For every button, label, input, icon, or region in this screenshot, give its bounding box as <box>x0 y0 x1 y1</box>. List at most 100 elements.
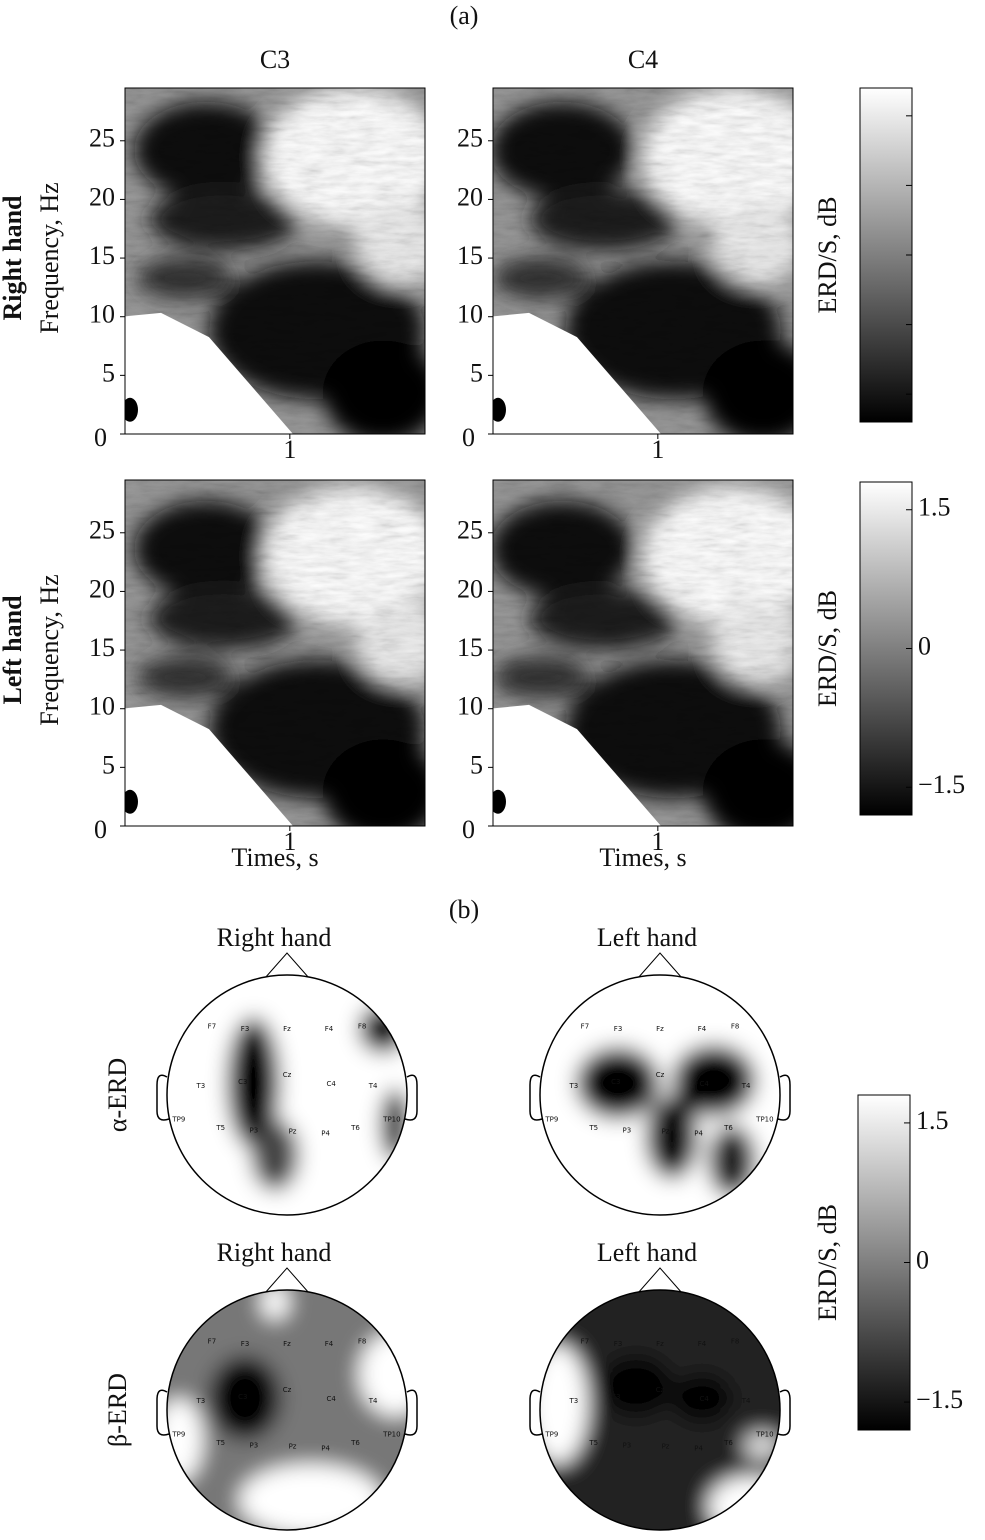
blob <box>708 1125 756 1197</box>
ear <box>404 1389 418 1436</box>
electrode-label: Cz <box>283 1071 292 1079</box>
blob <box>645 1095 699 1179</box>
y-tick-label: 15 <box>89 633 115 662</box>
electrode-label: Fz <box>656 1340 664 1348</box>
baseline-region <box>125 312 293 434</box>
head-outline <box>166 974 408 1216</box>
y-tick-label: 0 <box>94 815 107 844</box>
ear <box>777 1074 791 1121</box>
map-title: Left hand <box>597 1238 697 1267</box>
spectrogram <box>493 480 793 826</box>
electrode-label: T3 <box>196 1082 206 1090</box>
plot-frame <box>124 479 426 827</box>
blob <box>239 1464 383 1530</box>
colorbar-tick-label: −1.5 <box>918 770 965 799</box>
ear <box>777 1389 791 1436</box>
blob <box>167 1398 203 1482</box>
y-tick-label: 5 <box>102 750 115 779</box>
y-tick-label: 5 <box>470 358 483 387</box>
electrode-label: P3 <box>250 1126 259 1134</box>
onset-spot <box>493 789 506 814</box>
electrode-label: C3 <box>238 1393 247 1401</box>
ear <box>156 1389 170 1436</box>
x-tick-label: 1 <box>651 435 664 464</box>
electrode-label: C4 <box>326 1395 336 1403</box>
electrode-label: T4 <box>368 1082 378 1090</box>
nose <box>264 1267 310 1294</box>
electrode-label: C4 <box>699 1080 709 1088</box>
electrode-label: T6 <box>350 1124 360 1132</box>
row-label: α-ERD <box>103 1058 132 1132</box>
electrode-label: P4 <box>694 1445 703 1453</box>
electrode-label: T5 <box>215 1124 225 1132</box>
y-tick-label: 10 <box>89 692 115 721</box>
electrode-label: TP10 <box>755 1430 773 1438</box>
electrode-label: F3 <box>614 1025 622 1033</box>
baseline-region <box>493 704 661 826</box>
x-axis-label: Times, s <box>231 843 318 872</box>
spectrogram <box>125 88 425 434</box>
electrode-label: C3 <box>611 1078 620 1086</box>
y-tick-label: 10 <box>457 692 483 721</box>
column-title: C3 <box>260 45 290 74</box>
y-tick-label: 15 <box>457 241 483 270</box>
electrode-label: Cz <box>656 1071 665 1079</box>
baseline-region <box>125 704 293 826</box>
blob <box>227 1017 280 1149</box>
colorbar-tick-label: 1.5 <box>916 1106 949 1135</box>
blob <box>672 1044 756 1117</box>
electrode-label: Pz <box>289 1442 297 1450</box>
y-tick-label: 0 <box>94 423 107 452</box>
electrode-label: TP10 <box>382 1115 400 1123</box>
blob <box>600 1356 672 1416</box>
plot-frame <box>124 87 426 435</box>
topomap-blobs <box>167 1290 407 1530</box>
ear <box>529 1389 543 1436</box>
blob <box>359 1332 407 1416</box>
electrode-label: P3 <box>623 1441 632 1449</box>
onset-spot <box>125 397 138 422</box>
electrode-label: Pz <box>662 1127 670 1135</box>
electrode-label: TP9 <box>171 1430 185 1438</box>
topomap-blobs <box>540 975 780 1215</box>
ear <box>156 1074 170 1121</box>
topomap <box>167 975 407 1215</box>
map-title: Left hand <box>597 923 697 952</box>
plot-frame <box>492 479 794 827</box>
electrode-label: T3 <box>569 1397 579 1405</box>
panel-label: (b) <box>449 895 479 924</box>
electrode-label: C4 <box>326 1080 336 1088</box>
electrode-label: P4 <box>694 1130 703 1138</box>
electrode-label: Cz <box>656 1386 665 1394</box>
electrode-label: F4 <box>325 1340 334 1348</box>
electrode-label: TP9 <box>544 1430 558 1438</box>
electrode-label: T5 <box>588 1124 598 1132</box>
spectrogram <box>125 480 425 826</box>
electrode-label: F7 <box>581 1338 589 1346</box>
electrode-label: Fz <box>656 1025 664 1033</box>
electrode-label: F3 <box>241 1340 249 1348</box>
y-axis-label: Frequency, Hz <box>35 574 64 725</box>
y-tick-label: 25 <box>457 124 483 153</box>
electrode-label: F8 <box>731 1023 739 1031</box>
y-tick-label: 20 <box>457 574 483 603</box>
row-label: Left hand <box>0 595 27 705</box>
colorbar <box>859 481 913 816</box>
y-tick-label: 15 <box>89 241 115 270</box>
y-tick-label: 25 <box>89 516 115 545</box>
colorbar-label: ERD/S, dB <box>813 1204 842 1321</box>
electrode-label: F7 <box>208 1338 216 1346</box>
electrode-label: T4 <box>741 1082 751 1090</box>
y-tick-label: 20 <box>457 182 483 211</box>
y-tick-label: 15 <box>457 633 483 662</box>
colorbar-tick-label: 0 <box>916 1245 929 1274</box>
electrode-label: F8 <box>731 1338 739 1346</box>
topomap-blobs <box>167 975 407 1215</box>
colorbar-label: ERD/S, dB <box>813 590 842 707</box>
blob <box>672 1374 732 1422</box>
nose <box>264 952 310 979</box>
electrode-label: F4 <box>325 1025 334 1033</box>
topomap <box>540 1290 780 1530</box>
electrode-label: T4 <box>368 1397 378 1405</box>
